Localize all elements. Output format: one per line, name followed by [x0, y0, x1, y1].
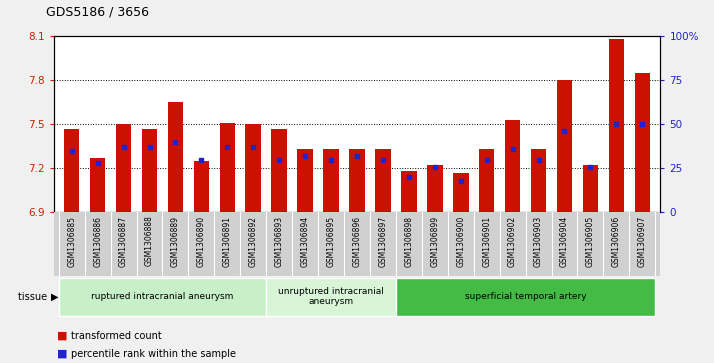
- Point: [248, 144, 259, 150]
- Text: unruptured intracranial
aneurysm: unruptured intracranial aneurysm: [278, 287, 384, 306]
- Text: GSM1306888: GSM1306888: [145, 216, 154, 266]
- Point: [221, 144, 233, 150]
- Text: transformed count: transformed count: [71, 331, 162, 341]
- Text: GSM1306895: GSM1306895: [326, 216, 336, 267]
- Text: GSM1306887: GSM1306887: [119, 216, 128, 266]
- Bar: [531, 149, 546, 212]
- Text: GSM1306902: GSM1306902: [508, 216, 517, 267]
- Bar: [635, 73, 650, 212]
- Text: GSM1306896: GSM1306896: [353, 216, 361, 267]
- Point: [481, 157, 493, 163]
- Point: [326, 157, 337, 163]
- Bar: [396, 278, 655, 315]
- Bar: [271, 129, 287, 212]
- Bar: [453, 173, 468, 212]
- Bar: [64, 129, 79, 212]
- Point: [507, 146, 518, 152]
- Bar: [375, 149, 391, 212]
- Point: [351, 153, 363, 159]
- Point: [403, 174, 415, 180]
- Bar: [583, 166, 598, 212]
- Text: GDS5186 / 3656: GDS5186 / 3656: [46, 5, 149, 18]
- Text: GSM1306900: GSM1306900: [456, 216, 466, 267]
- Point: [92, 160, 104, 166]
- Bar: [427, 166, 443, 212]
- Text: GSM1306889: GSM1306889: [171, 216, 180, 266]
- Text: superficial temporal artery: superficial temporal artery: [465, 292, 586, 301]
- Point: [170, 139, 181, 145]
- Text: GSM1306901: GSM1306901: [482, 216, 491, 267]
- Point: [144, 144, 155, 150]
- Text: ▶: ▶: [51, 292, 59, 302]
- Text: percentile rank within the sample: percentile rank within the sample: [71, 349, 236, 359]
- Bar: [608, 39, 624, 212]
- Text: GSM1306891: GSM1306891: [223, 216, 232, 266]
- Text: GSM1306894: GSM1306894: [301, 216, 310, 267]
- Point: [585, 164, 596, 170]
- Point: [610, 121, 622, 127]
- Point: [637, 121, 648, 127]
- Bar: [90, 158, 106, 212]
- Text: GSM1306892: GSM1306892: [248, 216, 258, 266]
- Bar: [168, 102, 183, 212]
- Bar: [142, 129, 157, 212]
- Point: [299, 153, 311, 159]
- Point: [273, 157, 285, 163]
- Text: ■: ■: [57, 349, 68, 359]
- Bar: [116, 124, 131, 212]
- Text: GSM1306903: GSM1306903: [534, 216, 543, 267]
- Text: GSM1306905: GSM1306905: [586, 216, 595, 267]
- Text: GSM1306904: GSM1306904: [560, 216, 569, 267]
- Text: GSM1306893: GSM1306893: [275, 216, 283, 267]
- Bar: [246, 124, 261, 212]
- Bar: [349, 149, 365, 212]
- Bar: [401, 171, 417, 212]
- Bar: [479, 149, 495, 212]
- Text: GSM1306886: GSM1306886: [93, 216, 102, 266]
- Bar: [219, 123, 235, 212]
- Bar: [59, 278, 266, 315]
- Text: GSM1306906: GSM1306906: [612, 216, 621, 267]
- Text: GSM1306907: GSM1306907: [638, 216, 647, 267]
- Point: [455, 178, 466, 184]
- Text: GSM1306898: GSM1306898: [404, 216, 413, 266]
- Text: GSM1306899: GSM1306899: [431, 216, 439, 267]
- Bar: [297, 149, 313, 212]
- Text: ruptured intracranial aneurysm: ruptured intracranial aneurysm: [91, 292, 233, 301]
- Point: [196, 157, 207, 163]
- Point: [533, 157, 544, 163]
- Text: GSM1306890: GSM1306890: [197, 216, 206, 267]
- Text: ■: ■: [57, 331, 68, 341]
- Point: [429, 164, 441, 170]
- Bar: [505, 120, 521, 212]
- Bar: [323, 149, 339, 212]
- Bar: [266, 278, 396, 315]
- Text: tissue: tissue: [18, 292, 50, 302]
- Point: [66, 148, 77, 154]
- Bar: [557, 80, 572, 212]
- Bar: [193, 161, 209, 212]
- Point: [377, 157, 388, 163]
- Point: [118, 144, 129, 150]
- Text: GSM1306885: GSM1306885: [67, 216, 76, 266]
- Text: GSM1306897: GSM1306897: [378, 216, 388, 267]
- Point: [559, 129, 570, 134]
